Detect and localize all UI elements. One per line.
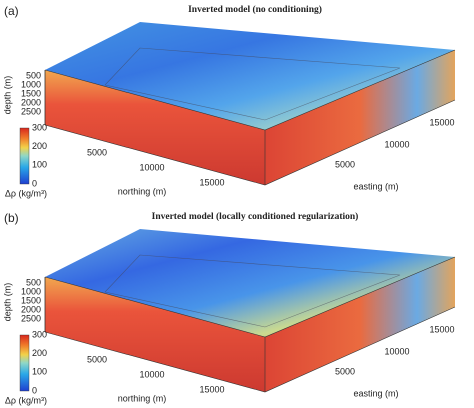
easting-tick-label: 10000 <box>384 346 409 356</box>
northing-tick-label: 10000 <box>139 162 164 172</box>
colorbar <box>19 127 30 185</box>
easting-label: easting (m) <box>353 181 398 191</box>
depth-tick-label: 2500 <box>21 106 41 116</box>
depth-label: depth (m) <box>2 76 12 115</box>
panel-label: (a) <box>4 4 19 18</box>
depth-tick-label: 500 <box>26 277 41 287</box>
top-face <box>45 22 455 130</box>
colorbar-tick-label: 0 <box>32 178 37 188</box>
depth-tick-label: 1500 <box>21 295 41 305</box>
depth-tick-label: 1500 <box>21 88 41 98</box>
northing-tick-label: 10000 <box>139 369 164 379</box>
easting-tick-label: 15000 <box>429 324 454 334</box>
colorbar-tick-label: 300 <box>32 122 47 132</box>
depth-tick-label: 2000 <box>21 97 41 107</box>
inner-box <box>104 254 401 328</box>
northing-tick-label: 5000 <box>87 354 107 364</box>
colorbar-tick-label: 200 <box>32 141 47 151</box>
panel-title: Inverted model (no conditioning) <box>188 4 322 15</box>
right-face <box>265 257 455 392</box>
panel-label: (b) <box>4 211 19 225</box>
colorbar <box>19 334 30 392</box>
colorbar-tick-label: 100 <box>32 367 47 377</box>
depth-tick-label: 2000 <box>21 304 41 314</box>
northing-tick-label: 15000 <box>199 177 224 187</box>
northing-label: northing (m) <box>118 186 167 196</box>
depth-tick-label: 2500 <box>21 313 41 323</box>
panel: (a) Inverted model (no conditioning)50010… <box>2 4 456 198</box>
colorbar-label: Δρ (kg/m³) <box>5 188 47 198</box>
easting-tick-label: 10000 <box>384 139 409 149</box>
depth-tick-label: 500 <box>26 70 41 80</box>
easting-tick-label: 5000 <box>335 366 355 376</box>
depth-tick-label: 1000 <box>21 79 41 89</box>
easting-tick-label: 15000 <box>429 117 454 127</box>
front-face <box>45 277 265 392</box>
front-face <box>45 70 265 185</box>
colorbar-tick-label: 200 <box>32 348 47 358</box>
colorbar-tick-label: 100 <box>32 160 47 170</box>
northing-tick-label: 15000 <box>199 384 224 394</box>
panel-title: Inverted model (locally conditioned regu… <box>152 211 359 222</box>
right-face <box>265 50 455 185</box>
colorbar-tick-label: 300 <box>32 329 47 339</box>
depth-tick-label: 1000 <box>21 286 41 296</box>
inner-box <box>104 47 401 121</box>
top-face <box>45 229 455 337</box>
easting-tick-label: 5000 <box>335 159 355 169</box>
northing-label: northing (m) <box>118 393 167 403</box>
colorbar-label: Δρ (kg/m³) <box>5 395 47 405</box>
northing-tick-label: 5000 <box>87 147 107 157</box>
colorbar-tick-label: 0 <box>32 385 37 395</box>
depth-label: depth (m) <box>2 283 12 322</box>
easting-label: easting (m) <box>353 388 398 398</box>
panel: (b) Inverted model (locally conditioned r… <box>2 211 456 405</box>
